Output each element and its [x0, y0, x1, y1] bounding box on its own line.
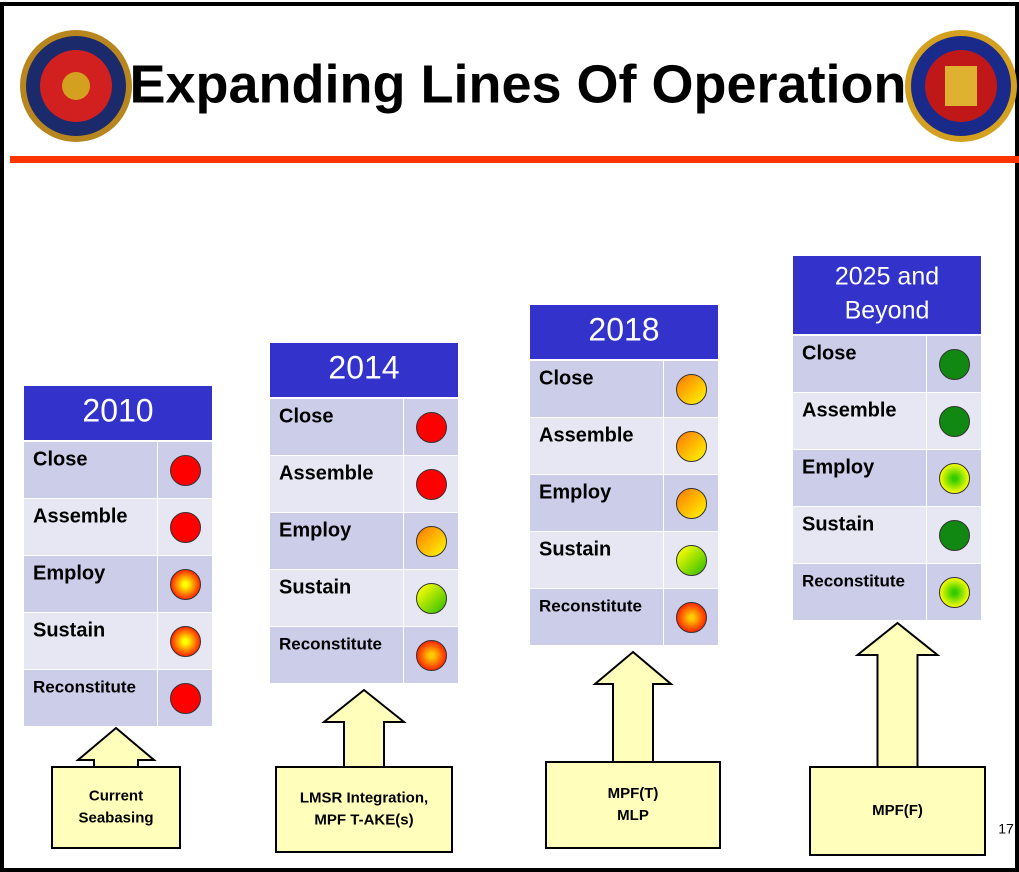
- status-indicator: [416, 526, 447, 557]
- arrow-label: Seabasing: [78, 809, 153, 826]
- arrow-box: [275, 766, 453, 853]
- row-label: Assemble: [802, 399, 897, 421]
- row-label-cell: [793, 564, 926, 620]
- row-label: Reconstitute: [539, 596, 642, 615]
- row-label-cell: [793, 393, 926, 449]
- arrow-label: MPF(F): [872, 802, 923, 819]
- row-label-cell: [793, 336, 926, 392]
- column-header-text: 2018: [588, 311, 659, 347]
- column-header-text: Beyond: [845, 297, 930, 325]
- row-label: Employ: [33, 562, 106, 584]
- status-indicator: [939, 577, 970, 608]
- column-header-text: 2014: [328, 349, 399, 385]
- row-label-cell: [530, 475, 663, 531]
- title: Expanding Lines Of Operation: [129, 54, 906, 114]
- status-indicator: [416, 412, 447, 443]
- row-label-cell: [793, 450, 926, 506]
- status-indicator: [416, 469, 447, 500]
- column-header: [24, 386, 212, 440]
- navy-logo: [20, 30, 132, 142]
- status-indicator: [676, 545, 707, 576]
- arrow-box: [545, 761, 721, 849]
- row-label-cell: [270, 627, 403, 683]
- row-label-cell: [270, 399, 403, 455]
- status-indicator: [170, 512, 201, 543]
- row-label: Assemble: [279, 462, 374, 484]
- status-indicator: [676, 488, 707, 519]
- status-indicator: [939, 520, 970, 551]
- row-label: Sustain: [279, 576, 351, 598]
- status-indicator: [416, 640, 447, 671]
- status-indicator: [676, 374, 707, 405]
- arrow-label: MLP: [617, 807, 649, 824]
- status-indicator: [676, 602, 707, 633]
- row-label: Close: [33, 448, 87, 470]
- row-label-cell: [24, 670, 157, 726]
- row-label: Sustain: [802, 513, 874, 535]
- status-indicator: [676, 431, 707, 462]
- arrow-box: [51, 766, 181, 849]
- status-indicator: [170, 626, 201, 657]
- row-label: Employ: [802, 456, 875, 478]
- row-label-cell: [270, 513, 403, 569]
- row-label-cell: [530, 361, 663, 417]
- row-label: Assemble: [539, 424, 634, 446]
- row-label-cell: [530, 589, 663, 645]
- row-label-cell: [24, 556, 157, 612]
- column-header: [793, 256, 981, 334]
- mccdc-logo: [905, 30, 1017, 142]
- column-header: [270, 343, 458, 397]
- row-label: Close: [279, 405, 333, 427]
- row-label: Reconstitute: [33, 677, 136, 696]
- row-label-cell: [270, 570, 403, 626]
- row-label: Sustain: [33, 619, 105, 641]
- status-indicator: [170, 455, 201, 486]
- row-label: Reconstitute: [279, 634, 382, 653]
- page-number: 17: [998, 821, 1014, 837]
- row-label: Employ: [539, 481, 612, 503]
- column-header: [530, 305, 718, 359]
- row-label-cell: [24, 499, 157, 555]
- column-header-text: 2025 and: [835, 263, 939, 291]
- arrow-box: [809, 766, 986, 856]
- row-label: Sustain: [539, 538, 611, 560]
- row-label-cell: [530, 418, 663, 474]
- row-label-cell: [270, 456, 403, 512]
- status-indicator: [939, 406, 970, 437]
- arrow-label: MPF T-AKE(s): [314, 811, 413, 828]
- row-label: Close: [802, 342, 856, 364]
- row-label: Reconstitute: [802, 571, 905, 590]
- column-header-text: 2010: [82, 392, 153, 428]
- row-label: Employ: [279, 519, 352, 541]
- title-rule: [10, 156, 1019, 163]
- row-label: Assemble: [33, 505, 128, 527]
- status-indicator: [939, 463, 970, 494]
- row-label-cell: [24, 442, 157, 498]
- row-label-cell: [24, 613, 157, 669]
- row-label: Close: [539, 367, 593, 389]
- status-indicator: [170, 683, 201, 714]
- status-indicator: [416, 583, 447, 614]
- status-indicator: [939, 349, 970, 380]
- row-label-cell: [793, 507, 926, 563]
- arrow-label: MPF(T): [608, 785, 659, 802]
- status-indicator: [170, 569, 201, 600]
- row-label-cell: [530, 532, 663, 588]
- arrow-label: Current: [89, 787, 143, 804]
- arrow-label: LMSR Integration,: [300, 789, 428, 806]
